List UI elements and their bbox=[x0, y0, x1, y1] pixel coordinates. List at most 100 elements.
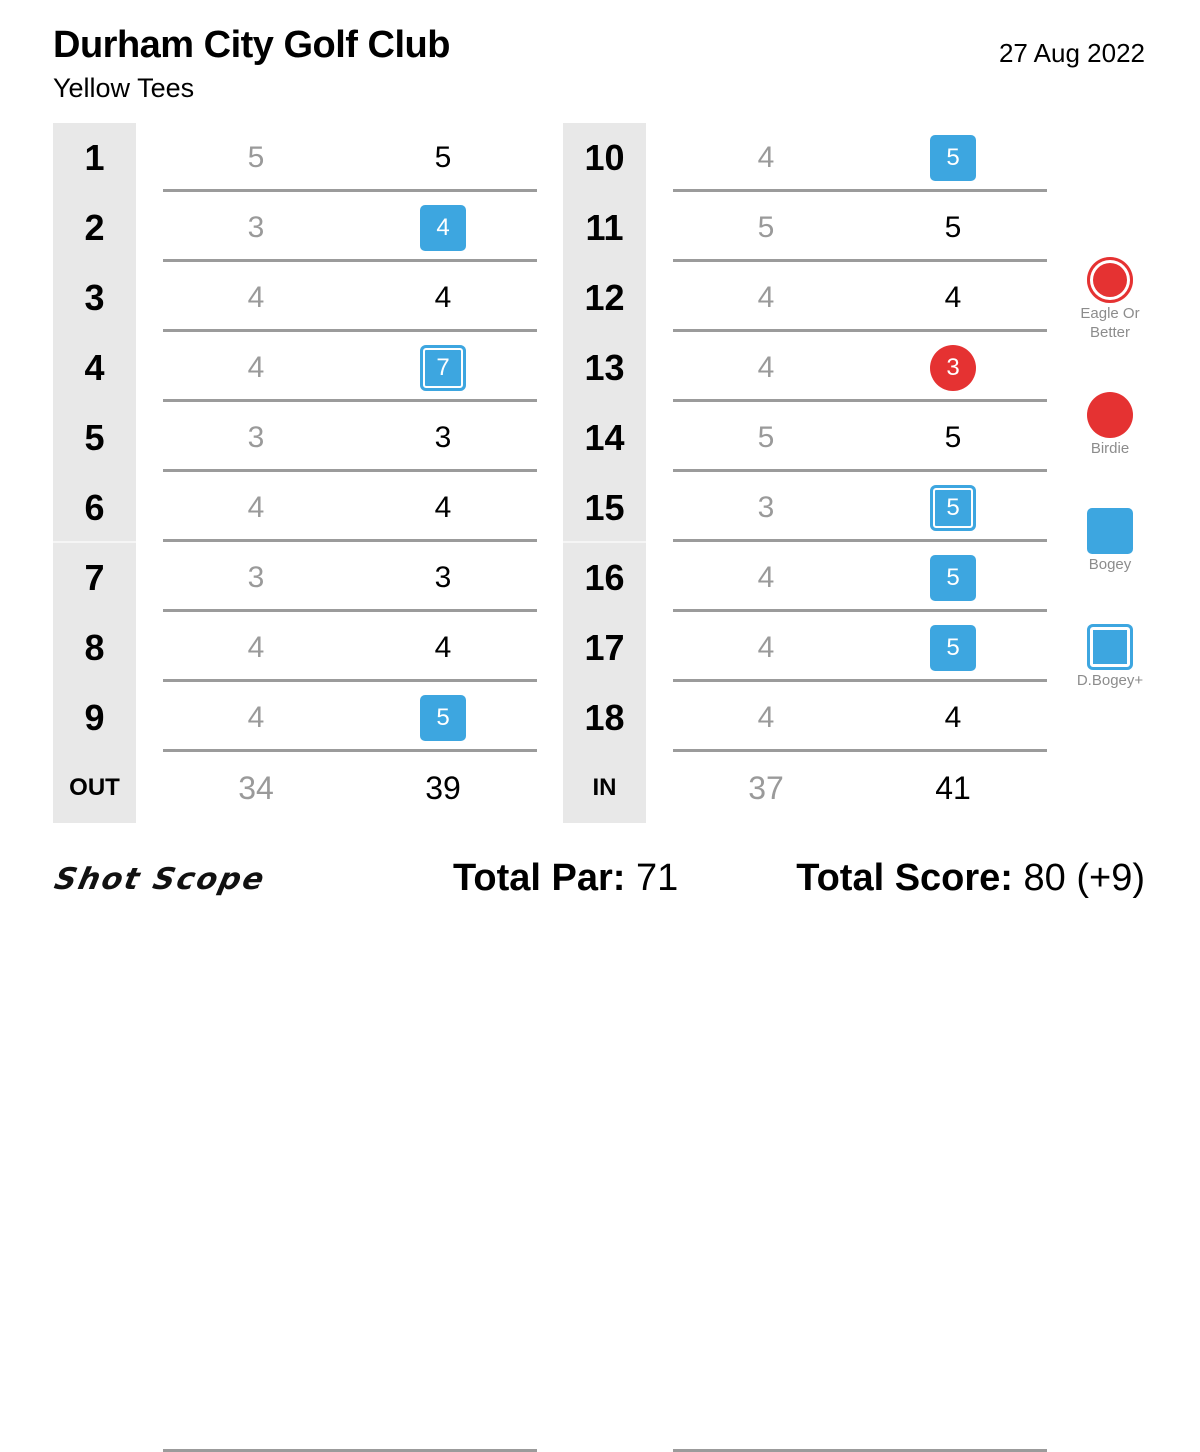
row-divider bbox=[673, 399, 1047, 402]
bogey-badge: 5 bbox=[420, 695, 466, 741]
row-divider bbox=[673, 329, 1047, 332]
birdie-badge: 3 bbox=[930, 345, 976, 391]
hole-row: 2 3 4 bbox=[0, 193, 1200, 263]
hole-score: 3 bbox=[434, 421, 452, 454]
hole-number: 9 bbox=[84, 697, 105, 738]
legend-dbogey: D.Bogey+ bbox=[1068, 624, 1152, 690]
hole-row: 12 4 4 bbox=[0, 263, 1200, 333]
hole-score: 4 bbox=[944, 281, 962, 314]
bogey-icon bbox=[1087, 508, 1133, 554]
row-divider bbox=[673, 749, 1047, 752]
hole-par: 4 bbox=[757, 281, 775, 314]
total-par-label: Total Par: bbox=[453, 857, 626, 899]
row-divider bbox=[673, 189, 1047, 192]
hole-row: 15 3 5 bbox=[0, 473, 1200, 543]
legend-birdie: Birdie bbox=[1068, 392, 1152, 458]
legend-eagle-label: Eagle Or Better bbox=[1080, 305, 1140, 341]
hole-score: 5 bbox=[944, 421, 962, 454]
hole-par: 4 bbox=[757, 141, 775, 174]
double-bogey-icon bbox=[1087, 624, 1133, 670]
hole-score: 4 bbox=[434, 631, 452, 664]
hole-number: 13 bbox=[584, 347, 625, 388]
hole-number: 7 bbox=[84, 557, 105, 598]
in-par: 37 bbox=[748, 770, 784, 806]
total-score-label: Total Score: bbox=[796, 857, 1013, 899]
hole-row: 11 5 5 bbox=[0, 193, 1200, 263]
row-divider bbox=[163, 539, 537, 542]
total-par: Total Par: 71 bbox=[453, 857, 678, 900]
row-divider bbox=[673, 259, 1047, 262]
row-divider bbox=[163, 399, 537, 402]
hole-par: 5 bbox=[757, 211, 775, 244]
out-score: 39 bbox=[425, 770, 461, 806]
bogey-badge: 5 bbox=[930, 625, 976, 671]
hole-number: 2 bbox=[84, 207, 105, 248]
hole-row: 13 4 3 bbox=[0, 333, 1200, 403]
hole-par: 4 bbox=[757, 351, 775, 384]
hole-par: 5 bbox=[247, 141, 265, 174]
hole-par: 4 bbox=[757, 561, 775, 594]
row-divider bbox=[163, 189, 537, 192]
hole-number: 5 bbox=[84, 417, 105, 458]
hole-number: 11 bbox=[585, 207, 624, 248]
birdie-icon bbox=[1087, 392, 1133, 438]
row-divider bbox=[163, 329, 537, 332]
hole-par: 3 bbox=[247, 421, 265, 454]
legend-birdie-label: Birdie bbox=[1090, 440, 1130, 457]
hole-number: 16 bbox=[584, 557, 625, 598]
hole-row: 1 5 5 bbox=[0, 123, 1200, 193]
hole-number: 3 bbox=[84, 277, 105, 318]
hole-number: 10 bbox=[584, 137, 625, 178]
hole-row: 16 4 5 bbox=[0, 543, 1200, 613]
row-divider bbox=[673, 539, 1047, 542]
hole-row: 18 4 4 bbox=[0, 683, 1200, 753]
row-divider bbox=[163, 469, 537, 472]
hole-score: 5 bbox=[434, 141, 452, 174]
hole-number: 8 bbox=[84, 627, 105, 668]
row-divider bbox=[673, 469, 1047, 472]
out-par: 34 bbox=[238, 770, 274, 806]
total-score-value: 80 (+9) bbox=[1012, 857, 1145, 899]
hole-row: 6 4 4 bbox=[0, 473, 1200, 543]
bogey-badge: 4 bbox=[420, 205, 466, 251]
hole-par: 4 bbox=[247, 351, 265, 384]
total-score: Total Score: 80 (+9) bbox=[796, 857, 1145, 900]
hole-score: 3 bbox=[434, 561, 452, 594]
total-par-value: 71 bbox=[625, 857, 679, 899]
hole-number: 4 bbox=[84, 347, 105, 388]
hole-row: 7 3 3 bbox=[0, 543, 1200, 613]
double-bogey-plus-badge: 5 bbox=[930, 485, 976, 531]
hole-row: 3 4 4 bbox=[0, 263, 1200, 333]
hole-number: 15 bbox=[584, 487, 625, 528]
hole-par: 4 bbox=[247, 491, 265, 524]
hole-par: 3 bbox=[247, 561, 265, 594]
front-hole-column bbox=[53, 123, 136, 823]
hole-par: 4 bbox=[247, 701, 265, 734]
hole-score: 4 bbox=[944, 701, 962, 734]
hole-row: 17 4 5 bbox=[0, 613, 1200, 683]
hole-row: 10 4 5 bbox=[0, 123, 1200, 193]
tees-label: Yellow Tees bbox=[53, 73, 195, 103]
legend-eagle: Eagle Or Better bbox=[1068, 257, 1152, 342]
eagle-icon bbox=[1087, 257, 1133, 303]
hole-number: 6 bbox=[84, 487, 105, 528]
hole-score: 4 bbox=[434, 491, 452, 524]
hole-par: 3 bbox=[757, 491, 775, 524]
legend-bogey-label: Bogey bbox=[1088, 556, 1132, 573]
bogey-badge: 5 bbox=[930, 555, 976, 601]
hole-score: 4 bbox=[434, 281, 452, 314]
hole-row: 5 3 3 bbox=[0, 403, 1200, 473]
bogey-badge: 5 bbox=[930, 135, 976, 181]
out-label: OUT bbox=[69, 774, 120, 801]
back-hole-column bbox=[563, 123, 646, 823]
column-divider bbox=[53, 541, 136, 543]
hole-number: 18 bbox=[584, 697, 625, 738]
hole-par: 4 bbox=[247, 281, 265, 314]
hole-number: 12 bbox=[584, 277, 625, 318]
hole-number: 14 bbox=[584, 417, 625, 458]
hole-number: 1 bbox=[84, 137, 105, 178]
hole-row: 8 4 4 bbox=[0, 613, 1200, 683]
row-divider bbox=[163, 679, 537, 682]
hole-row: 14 5 5 bbox=[0, 403, 1200, 473]
hole-par: 5 bbox=[757, 421, 775, 454]
